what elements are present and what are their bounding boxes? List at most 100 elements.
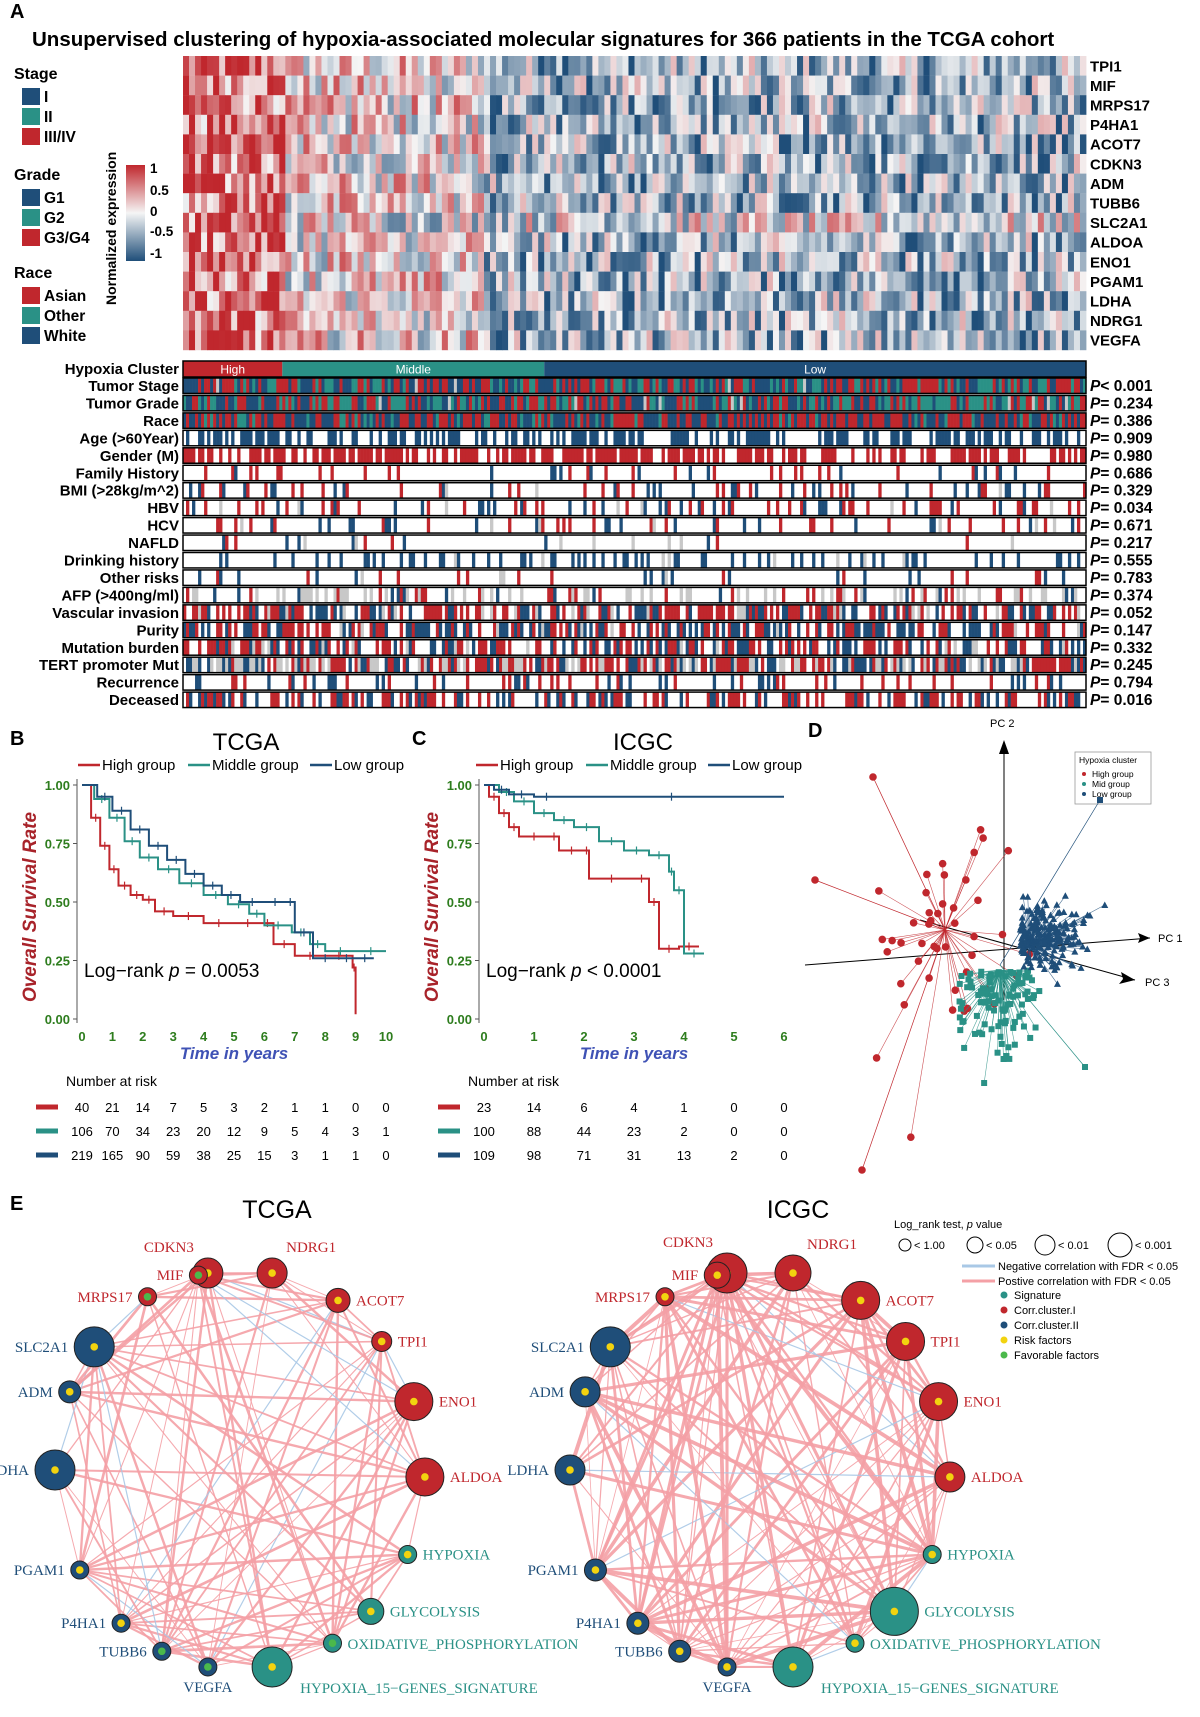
heatmap-cell xyxy=(766,114,774,135)
heatmap-cell xyxy=(520,56,527,76)
track-cell xyxy=(772,622,777,638)
track-cell xyxy=(700,412,705,429)
track-cell xyxy=(360,378,364,394)
gene-label: VEGFA xyxy=(1090,333,1141,350)
heatmap-cell xyxy=(411,291,419,311)
heatmap-cell xyxy=(225,212,232,233)
track-frame xyxy=(182,604,1087,622)
heatmap-cell xyxy=(712,330,720,351)
heatmap-cell xyxy=(718,154,726,174)
heatmap-cell xyxy=(496,232,503,253)
heatmap-cell xyxy=(556,95,563,115)
track-cell xyxy=(261,500,265,516)
track-cell xyxy=(935,604,939,621)
track-cell xyxy=(887,395,891,411)
track-cell xyxy=(1034,395,1039,411)
track-cell xyxy=(1010,622,1015,638)
track-cell xyxy=(983,447,987,464)
track-cell xyxy=(643,657,647,673)
track-cell xyxy=(562,395,566,411)
heatmap-cell xyxy=(339,56,346,76)
track-cell xyxy=(613,430,617,446)
track-cell xyxy=(426,395,431,411)
track-cell xyxy=(1049,395,1054,411)
heatmap-cell xyxy=(285,56,292,76)
heatmap-cell xyxy=(797,193,804,213)
track-cell xyxy=(399,622,404,638)
track-cell xyxy=(974,639,978,656)
clinical-track xyxy=(182,621,1087,639)
track-cell xyxy=(751,395,756,411)
track-cell xyxy=(246,378,250,394)
heatmap-cell xyxy=(839,291,846,311)
heatmap-cell xyxy=(953,134,960,155)
heatmap-cell xyxy=(580,193,587,213)
track-cell xyxy=(863,412,867,429)
heatmap-cell xyxy=(797,232,804,253)
track-cell xyxy=(493,412,497,429)
track-cell xyxy=(1052,447,1057,464)
heatmap-cell xyxy=(616,56,623,76)
heatmap-cell xyxy=(562,114,569,135)
track-cell xyxy=(800,500,804,516)
heatmap-cell xyxy=(471,212,479,233)
track-cell xyxy=(583,639,587,656)
track-cell xyxy=(757,412,762,429)
track-cell xyxy=(204,604,208,621)
heatmap-cell xyxy=(520,291,527,311)
heatmap-cell xyxy=(706,271,714,292)
track-cell xyxy=(778,517,783,534)
track-cell xyxy=(297,657,301,673)
track-cell xyxy=(243,639,247,656)
track-cell xyxy=(255,395,259,411)
track-cell xyxy=(824,412,828,429)
heatmap-cell xyxy=(947,252,954,272)
heatmap-cell xyxy=(351,330,358,351)
track-cell xyxy=(664,500,668,516)
track-cell xyxy=(929,447,933,464)
track-cell xyxy=(1019,587,1024,603)
heatmap-cell xyxy=(351,75,358,96)
heatmap-cell xyxy=(965,252,973,272)
heatmap-cell xyxy=(315,173,322,194)
heatmap-cell xyxy=(809,271,816,292)
track-cell xyxy=(998,430,1003,446)
track-cell xyxy=(923,378,927,394)
heatmap-cell xyxy=(381,56,389,76)
heatmap-cell xyxy=(869,95,876,115)
track-cell xyxy=(393,517,398,534)
heatmap-cell xyxy=(598,173,605,194)
track-cell xyxy=(1037,622,1042,638)
track-cell xyxy=(742,657,747,673)
heatmap-cell xyxy=(411,75,419,96)
heatmap-cell xyxy=(357,114,364,135)
track-cell xyxy=(649,412,653,429)
heatmap-cell xyxy=(923,252,930,272)
heatmap-cell xyxy=(447,134,455,155)
track-cell xyxy=(255,622,259,638)
track-cell xyxy=(974,447,978,464)
heatmap-cell xyxy=(219,114,226,135)
track-cell xyxy=(186,587,190,603)
heatmap-cell xyxy=(622,56,629,76)
track-cell xyxy=(803,395,807,411)
heatmap-cell xyxy=(616,114,623,135)
heatmap-cell xyxy=(965,95,973,115)
track-cell xyxy=(435,395,440,411)
heatmap-cell xyxy=(694,173,702,194)
heatmap-cell xyxy=(231,291,238,311)
track-cell xyxy=(408,412,413,429)
track-cell xyxy=(1076,430,1081,446)
heatmap-cell xyxy=(616,330,623,351)
track-cell xyxy=(279,657,283,673)
heatmap-cell xyxy=(345,114,352,135)
heatmap-cell xyxy=(935,75,942,96)
track-cell xyxy=(246,657,250,673)
track-cell xyxy=(881,674,885,691)
heatmap-cell xyxy=(423,330,431,351)
track-cell xyxy=(754,604,759,621)
track-cell xyxy=(757,604,762,621)
track-cell xyxy=(312,395,316,411)
heatmap-cell xyxy=(393,291,401,311)
track-cell xyxy=(763,430,768,446)
